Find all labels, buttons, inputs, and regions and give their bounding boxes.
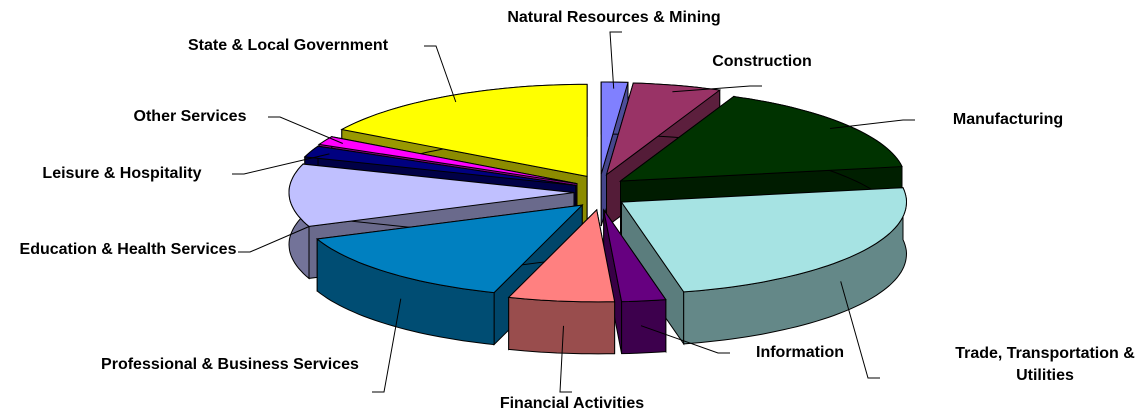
slice-label: Professional & Business Services bbox=[101, 356, 359, 373]
leader-line bbox=[424, 45, 457, 103]
leader-line bbox=[609, 31, 622, 89]
slice-top bbox=[618, 95, 903, 182]
leader-line bbox=[672, 85, 762, 93]
slice-top bbox=[620, 187, 908, 293]
slice-top bbox=[600, 81, 629, 175]
slice-label: Construction bbox=[712, 53, 812, 70]
leader-line bbox=[559, 325, 572, 393]
leader-line bbox=[829, 119, 915, 129]
leader-line bbox=[268, 116, 343, 144]
slice-label: Natural Resources & Mining bbox=[507, 9, 721, 26]
slice-top bbox=[507, 208, 616, 303]
slice-label: State & Local Government bbox=[187, 37, 389, 54]
slice-label: Information bbox=[756, 344, 844, 361]
slice bbox=[603, 208, 667, 355]
slice-top bbox=[315, 204, 584, 294]
slice-label: Education & Health Services bbox=[19, 241, 237, 258]
leader-line bbox=[840, 281, 880, 379]
slice-label: Leisure & Hospitality bbox=[42, 165, 202, 182]
slice bbox=[507, 208, 616, 355]
slice-label: Manufacturing bbox=[952, 111, 1064, 128]
slice-top bbox=[603, 209, 667, 303]
slice-top bbox=[340, 83, 588, 178]
leader-line bbox=[232, 153, 330, 175]
slice-outer-wall bbox=[508, 296, 616, 355]
leader-line bbox=[372, 298, 402, 393]
leader-line bbox=[640, 325, 730, 354]
slice-label: Other Services bbox=[133, 108, 247, 125]
slice-label: Financial Activities bbox=[499, 395, 645, 412]
slice-top bbox=[303, 145, 576, 186]
slice bbox=[620, 187, 908, 346]
slice-label: Trade, Transportation & Utilities bbox=[955, 345, 1135, 384]
leader-line bbox=[238, 226, 310, 253]
slice-top bbox=[288, 163, 575, 227]
slice-top bbox=[317, 136, 578, 185]
